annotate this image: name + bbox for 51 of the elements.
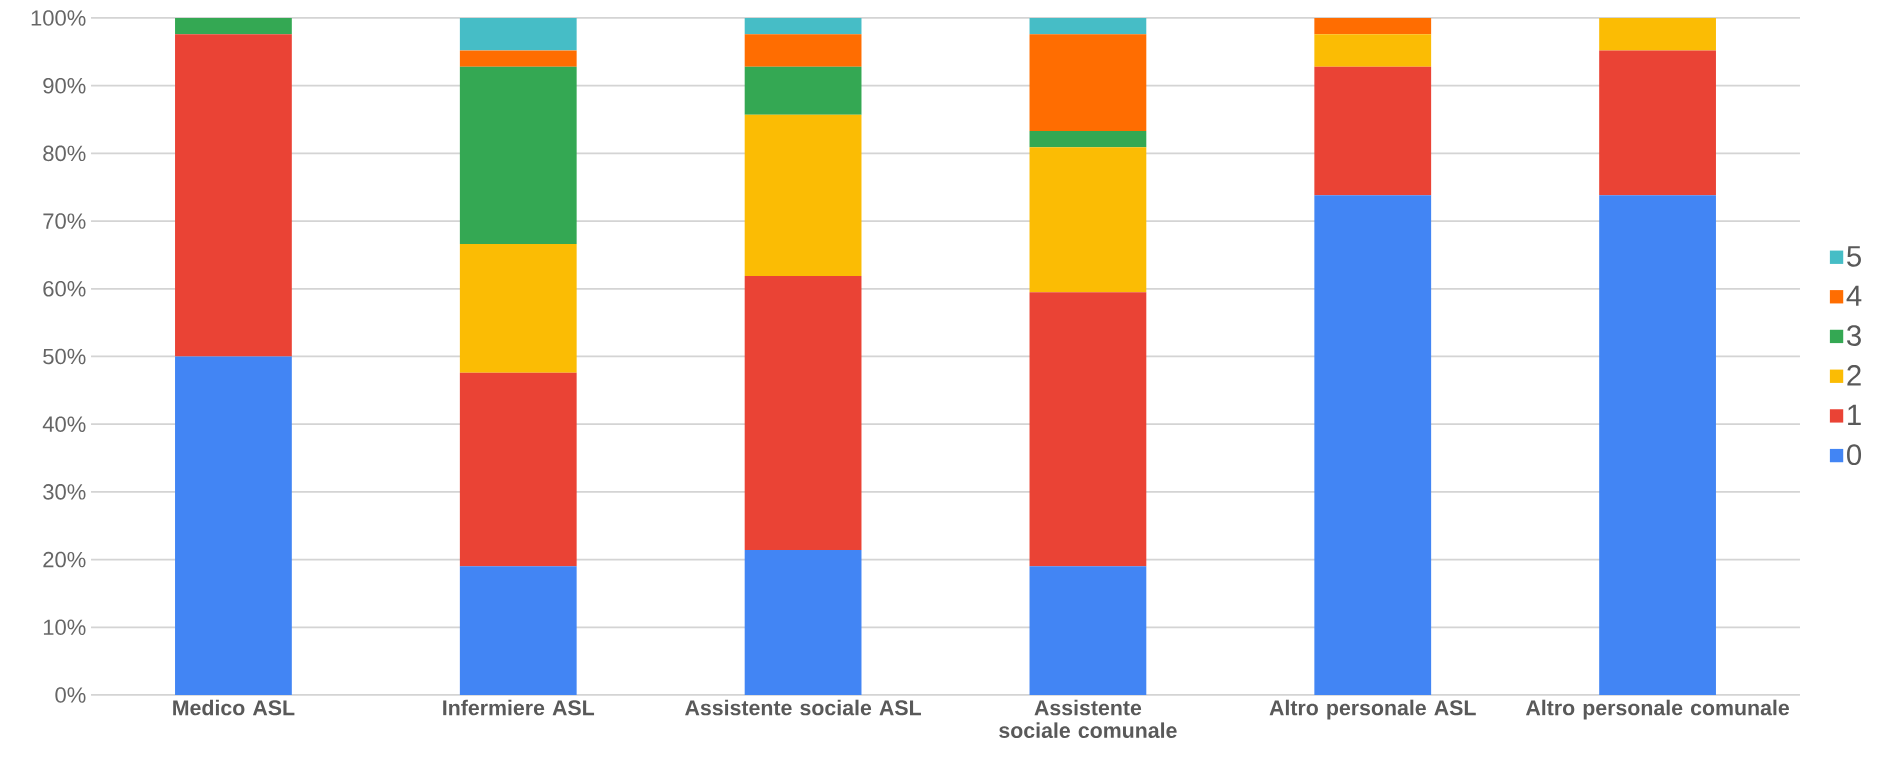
bar — [1029, 566, 1147, 695]
bar — [744, 275, 862, 551]
x-tick-label: Assistente sociale ASL — [685, 699, 921, 716]
bar — [1314, 17, 1432, 35]
legend-label: 0 — [1847, 444, 1862, 466]
bar — [459, 50, 577, 67]
bar — [459, 244, 577, 373]
bar — [744, 66, 862, 115]
x-tick-label: Altro personale ASL — [1269, 699, 1476, 720]
x-tick-label: Infermiere ASL — [443, 699, 595, 716]
x-tick-label: Medico ASL — [173, 699, 295, 716]
bar — [1599, 17, 1716, 51]
bar — [175, 356, 292, 695]
bar — [1314, 195, 1432, 695]
bar — [1314, 34, 1432, 67]
bar — [175, 17, 292, 35]
bar — [744, 34, 862, 67]
bar — [459, 17, 577, 51]
y-tick-label: 70% — [43, 213, 86, 229]
x-tick-label: Assistente sociale comunale — [999, 699, 1177, 739]
legend-label: 5 — [1847, 246, 1861, 267]
legend-label: 1 — [1848, 404, 1861, 425]
x-tick-label: Altro personale comunale — [1525, 699, 1789, 720]
y-tick-label: 20% — [43, 551, 86, 568]
bar — [1029, 292, 1147, 567]
bar — [459, 372, 577, 567]
y-tick-label: 80% — [43, 145, 86, 162]
bar — [744, 17, 862, 35]
bar — [1314, 66, 1432, 196]
legend-label: 2 — [1847, 364, 1861, 386]
y-tick-label: 100% — [31, 10, 86, 26]
bar — [1599, 195, 1716, 695]
y-tick-label: 90% — [43, 77, 86, 94]
bar — [1029, 34, 1147, 132]
bar — [459, 66, 577, 245]
y-tick-label: 60% — [43, 280, 86, 297]
y-tick-label: 30% — [43, 484, 86, 500]
y-tick-label: 50% — [43, 348, 86, 365]
bar — [175, 34, 292, 357]
y-tick-label: 40% — [42, 416, 86, 432]
legend-label: 4 — [1846, 285, 1862, 306]
bar — [1029, 17, 1147, 35]
y-tick-label: 0% — [55, 687, 86, 703]
bar — [744, 114, 862, 276]
bar — [1029, 131, 1147, 148]
legend-label: 3 — [1846, 325, 1861, 346]
bar — [459, 566, 577, 695]
bar — [744, 550, 862, 695]
bar — [1599, 50, 1716, 196]
bar — [1029, 147, 1147, 293]
y-tick-label: 10% — [43, 619, 86, 636]
